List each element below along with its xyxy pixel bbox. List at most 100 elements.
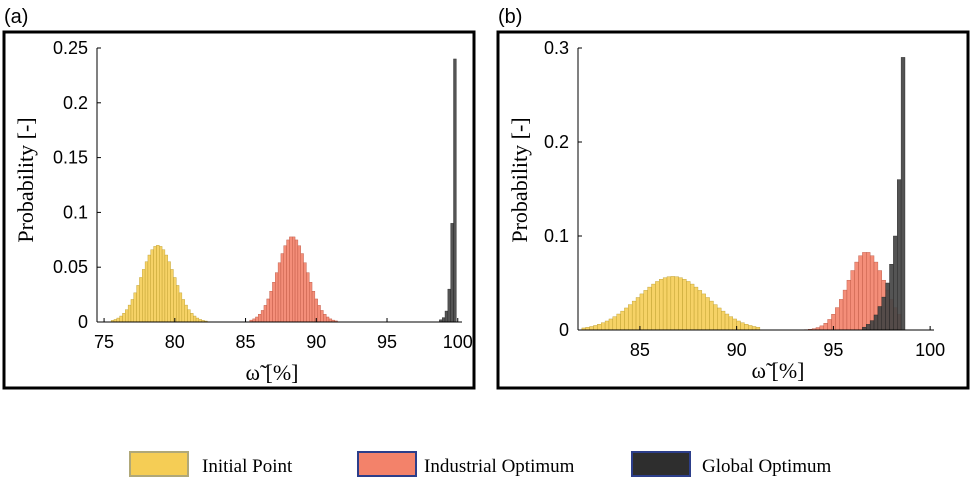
histogram-bar [628, 304, 633, 331]
y-tick-label: 0 [559, 320, 569, 340]
histogram-bar [740, 322, 745, 331]
histogram-bar [850, 270, 855, 331]
panel-b-frame [496, 30, 970, 390]
histogram-bar [682, 279, 687, 331]
histogram-bar [161, 249, 166, 323]
histogram-bar [678, 277, 683, 331]
histogram-bar [720, 310, 726, 331]
histogram-bar [839, 299, 844, 331]
histogram-bar [736, 320, 741, 331]
histogram-bar [616, 313, 621, 331]
histogram-bar [320, 310, 324, 323]
histogram-bar [693, 286, 699, 331]
histogram-bar [690, 283, 695, 331]
histogram-bar [297, 245, 301, 323]
histogram-bar [133, 292, 137, 323]
histogram-bar [651, 283, 656, 331]
histogram-bar [317, 305, 321, 323]
y-tick-label: 0 [78, 312, 88, 332]
histogram-bar [717, 307, 722, 331]
histogram-bar [122, 313, 126, 323]
histogram-bar [127, 304, 132, 323]
histogram-bar [842, 289, 848, 331]
y-tick-label: 0.1 [63, 202, 88, 222]
legend-swatch [357, 451, 417, 477]
histogram-bar [292, 236, 296, 323]
histogram-bar [889, 264, 894, 331]
histogram-bar [744, 324, 749, 331]
histogram-bar [854, 261, 859, 331]
panel-b-series-initial-point [581, 276, 761, 331]
histogram-bar [139, 277, 143, 323]
histogram-bar [647, 286, 652, 331]
panel-a-label: (a) [4, 6, 28, 28]
histogram-bar [144, 261, 149, 323]
x-tick-label: 90 [727, 340, 747, 360]
histogram-bar [309, 282, 313, 323]
panel-a-series-industrial-optimum [249, 236, 338, 323]
histogram-bar [192, 315, 197, 323]
histogram-bar [713, 304, 718, 331]
x-tick-label: 95 [377, 332, 397, 352]
histogram-bar [620, 310, 625, 331]
histogram-bar [187, 309, 191, 323]
legend: Initial Point Industrial Optimum Global … [129, 451, 832, 477]
histogram-bar [272, 282, 276, 323]
histogram-bar [289, 236, 293, 323]
histogram-bar [130, 299, 134, 323]
histogram-bar [624, 307, 629, 331]
histogram-bar [266, 298, 270, 323]
y-tick-label: 0.2 [63, 93, 88, 113]
histogram-bar [164, 254, 168, 323]
histogram-bar [701, 293, 706, 331]
histogram-bar [751, 326, 757, 331]
histogram-bar [178, 292, 183, 323]
histogram-bar [655, 281, 660, 331]
histogram-bar [604, 320, 610, 331]
x-tick-label: 75 [94, 332, 114, 352]
y-tick-label: 0.05 [53, 257, 88, 277]
histogram-bar [897, 179, 902, 331]
histogram-bar [116, 317, 120, 323]
histogram-bar [877, 306, 882, 331]
histogram-bar [662, 277, 668, 331]
histogram-bar [823, 323, 828, 331]
histogram-bar [639, 293, 644, 331]
histogram-bar [311, 290, 316, 323]
histogram-bar [441, 317, 446, 323]
histogram-bar [674, 276, 679, 331]
x-tick-label: 100 [915, 340, 945, 360]
y-tick-label: 0.2 [544, 132, 569, 152]
histogram-bar [136, 285, 140, 323]
x-tick-label: 100 [443, 332, 473, 352]
histogram-bar [659, 279, 664, 331]
panel-b-label: (b) [498, 6, 522, 28]
histogram-bar [286, 239, 290, 323]
histogram-bar [819, 325, 824, 331]
legend-swatch [129, 451, 189, 477]
panel-a-ylabel: Probability [-] [13, 117, 38, 242]
histogram-bar [150, 249, 154, 323]
histogram-bar [686, 281, 691, 331]
histogram-bar [881, 296, 886, 331]
histogram-bar [893, 235, 898, 331]
histogram-bar [873, 314, 879, 331]
histogram-bar [119, 315, 123, 323]
histogram-bar [450, 223, 454, 323]
histogram-bar [748, 325, 753, 331]
histogram-bar [277, 262, 282, 323]
histogram-bar [303, 262, 307, 323]
legend-label: Initial Point [202, 456, 293, 477]
histogram-bar [294, 239, 299, 323]
histogram-bar [176, 285, 180, 323]
panel-a-series-initial-point [110, 245, 208, 323]
legend-swatch [631, 451, 691, 477]
histogram-bar [866, 252, 871, 331]
panel-b-ylabel: Probability [-] [507, 117, 532, 242]
x-tick-label: 85 [630, 340, 650, 360]
histogram-bar [589, 326, 594, 331]
x-tick-label: 95 [823, 340, 843, 360]
histogram-bar [325, 316, 330, 323]
histogram-bar [159, 246, 163, 323]
